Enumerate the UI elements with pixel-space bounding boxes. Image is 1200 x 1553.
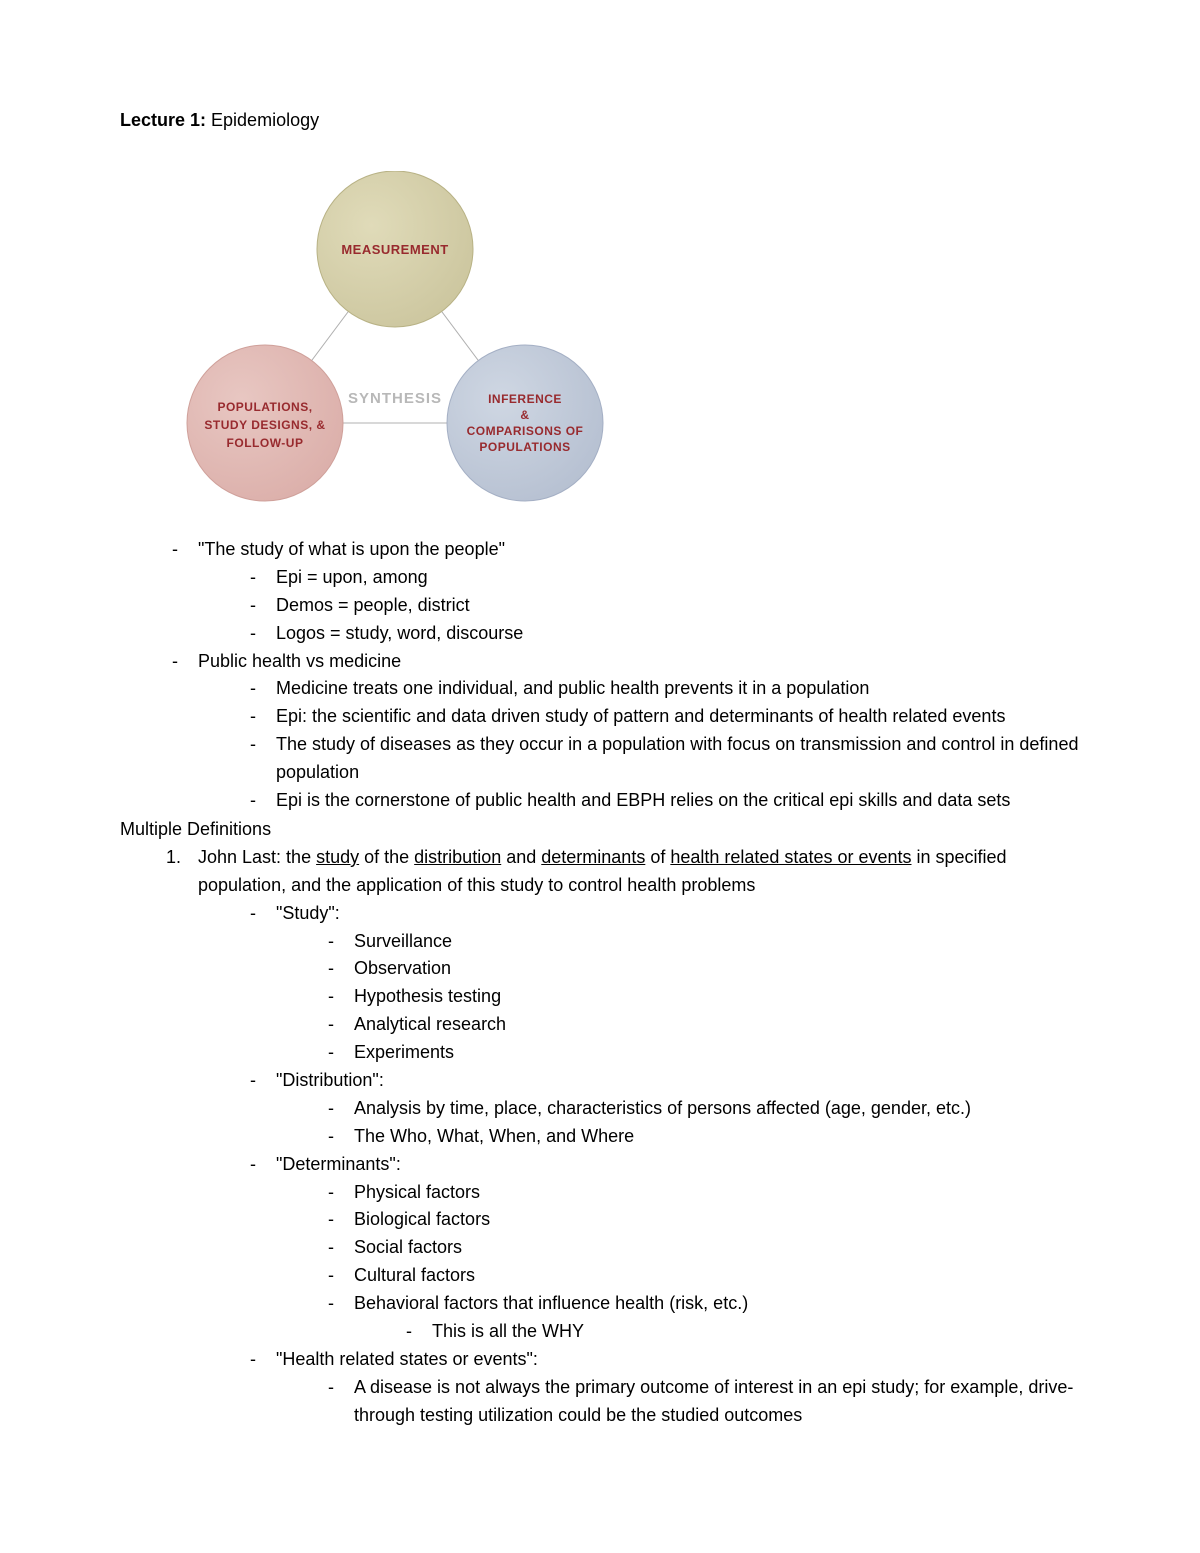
list-item: The study of diseases as they occur in a…: [238, 731, 1080, 787]
list-item: Observation: [316, 955, 1080, 983]
list-item: Social factors: [316, 1234, 1080, 1262]
dash-list: "Study":SurveillanceObservationHypothesi…: [238, 900, 1080, 1430]
top-bullet-list: "The study of what is upon the people"Ep…: [160, 536, 1080, 815]
list-item: "Health related states or events":A dise…: [238, 1346, 1080, 1430]
list-item: Epi: the scientific and data driven stud…: [238, 703, 1080, 731]
document-page: Lecture 1: Epidemiology SYNTHESIS MEASURE…: [0, 0, 1200, 1553]
section-heading: Multiple Definitions: [120, 819, 1080, 840]
list-item: Public health vs medicineMedicine treats…: [160, 648, 1080, 815]
list-item: Physical factors: [316, 1179, 1080, 1207]
dash-list: Epi = upon, amongDemos = people, distric…: [238, 564, 1080, 648]
diagram-svg: SYNTHESIS MEASUREMENT POPULATIONS,STUDY DE…: [180, 171, 610, 511]
circle-populations: POPULATIONS,STUDY DESIGNS, &FOLLOW-UP: [187, 345, 343, 501]
dash-list: Physical factorsBiological factorsSocial…: [316, 1179, 1080, 1346]
synthesis-diagram: SYNTHESIS MEASUREMENT POPULATIONS,STUDY DE…: [180, 171, 1080, 511]
list-item: Surveillance: [316, 928, 1080, 956]
list-item: Experiments: [316, 1039, 1080, 1067]
dash-list: Analysis by time, place, characteristics…: [316, 1095, 1080, 1151]
circle-inference: INFERENCE&COMPARISONS OFPOPULATIONS: [447, 345, 603, 501]
list-item: Cultural factors: [316, 1262, 1080, 1290]
circle-measurement: MEASUREMENT: [317, 171, 473, 327]
list-item: "Determinants":Physical factorsBiologica…: [238, 1151, 1080, 1346]
dash-list: This is all the WHY: [394, 1318, 1080, 1346]
list-item: John Last: the study of the distribution…: [160, 844, 1080, 1430]
dash-list: A disease is not always the primary outc…: [316, 1374, 1080, 1430]
dash-list: SurveillanceObservationHypothesis testin…: [316, 928, 1080, 1067]
list-item: Behavioral factors that influence health…: [316, 1290, 1080, 1346]
list-item: "Distribution":Analysis by time, place, …: [238, 1067, 1080, 1151]
svg-text:MEASUREMENT: MEASUREMENT: [341, 242, 448, 257]
list-item: A disease is not always the primary outc…: [316, 1374, 1080, 1430]
list-item: Demos = people, district: [238, 592, 1080, 620]
definitions-list: John Last: the study of the distribution…: [160, 844, 1080, 1430]
list-item: Epi = upon, among: [238, 564, 1080, 592]
page-title: Lecture 1: Epidemiology: [120, 110, 1080, 131]
list-item: Biological factors: [316, 1206, 1080, 1234]
title-prefix: Lecture 1:: [120, 110, 206, 130]
list-item: Hypothesis testing: [316, 983, 1080, 1011]
list-item: This is all the WHY: [394, 1318, 1080, 1346]
dash-list: Medicine treats one individual, and publ…: [238, 675, 1080, 814]
list-item: Epi is the cornerstone of public health …: [238, 787, 1080, 815]
list-item: Logos = study, word, discourse: [238, 620, 1080, 648]
svg-text:SYNTHESIS: SYNTHESIS: [348, 390, 442, 407]
list-item: Medicine treats one individual, and publ…: [238, 675, 1080, 703]
list-item: Analytical research: [316, 1011, 1080, 1039]
list-item: Analysis by time, place, characteristics…: [316, 1095, 1080, 1123]
title-subject: Epidemiology: [206, 110, 319, 130]
list-item: The Who, What, When, and Where: [316, 1123, 1080, 1151]
list-item: "Study":SurveillanceObservationHypothesi…: [238, 900, 1080, 1067]
list-item: "The study of what is upon the people"Ep…: [160, 536, 1080, 648]
